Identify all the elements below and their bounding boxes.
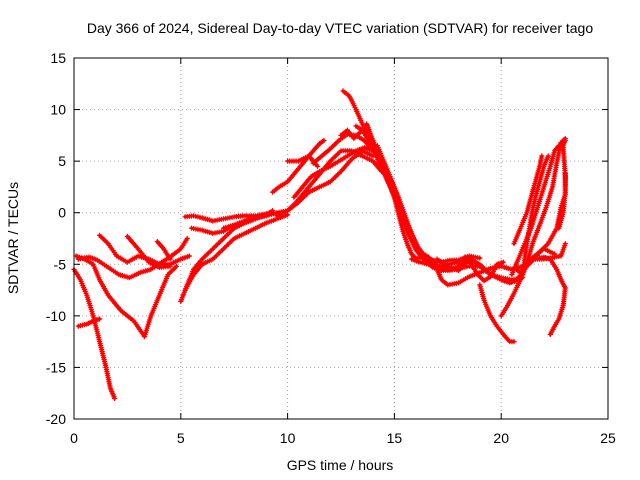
series-markers: [73, 253, 148, 340]
x-tick-label: 0: [70, 430, 78, 446]
series-markers: [477, 282, 517, 345]
series-line: [478, 283, 516, 344]
series-markers: [75, 316, 103, 329]
x-tick-label: 10: [280, 430, 296, 446]
series-markers: [291, 145, 376, 200]
x-tick-label: 20: [493, 430, 509, 446]
series-markers: [462, 254, 506, 284]
series-markers: [154, 239, 173, 262]
x-tick-label: 15: [387, 430, 403, 446]
x-axis-label: GPS time / hours: [287, 457, 394, 473]
y-tick-label: 0: [58, 205, 66, 221]
plot-area: [71, 88, 568, 401]
series-markers: [124, 233, 173, 270]
series-t37: [556, 137, 568, 231]
series-markers: [556, 137, 568, 231]
y-tick-label: 5: [58, 153, 66, 169]
series-t14: [274, 148, 376, 219]
series-markers: [364, 121, 483, 265]
series-t28: [462, 254, 506, 284]
series-markers: [511, 153, 545, 247]
y-tick-label: 10: [50, 102, 66, 118]
series-markers: [530, 254, 568, 337]
y-tick-label: -10: [46, 308, 66, 324]
series-markers: [182, 212, 291, 293]
series-t2: [73, 253, 148, 340]
series-t32: [511, 153, 545, 247]
axis-ticks: 0 5 10 15 20 25 -20 -15 -10 -5 0 5 10 15: [46, 50, 616, 446]
series-line: [531, 255, 567, 336]
series-line: [365, 122, 482, 264]
y-tick-label: -20: [46, 411, 66, 427]
series-t6: [124, 233, 173, 270]
y-tick-label: -15: [46, 359, 66, 375]
series-t8: [154, 239, 173, 262]
series-t9: [178, 208, 276, 304]
series-t30: [498, 135, 568, 319]
x-tick-label: 5: [177, 430, 185, 446]
series-markers: [141, 263, 180, 340]
series-t17: [291, 145, 376, 200]
series-markers: [178, 208, 276, 304]
series-t22: [364, 121, 483, 265]
series-t29: [477, 282, 517, 345]
series-t7: [141, 263, 180, 340]
series-t1: [71, 266, 118, 401]
series-t10: [182, 212, 291, 293]
series-t4: [75, 316, 103, 329]
series-t36: [530, 254, 568, 337]
y-tick-label: -5: [54, 256, 67, 272]
y-tick-label: 15: [50, 50, 66, 66]
series-markers: [498, 135, 568, 319]
plot-frame: [73, 57, 609, 420]
y-axis-label: SDTVAR / TECUs: [5, 182, 21, 294]
x-tick-label: 25: [600, 430, 616, 446]
chart-title: Day 366 of 2024, Sidereal Day-to-day VTE…: [87, 20, 594, 36]
